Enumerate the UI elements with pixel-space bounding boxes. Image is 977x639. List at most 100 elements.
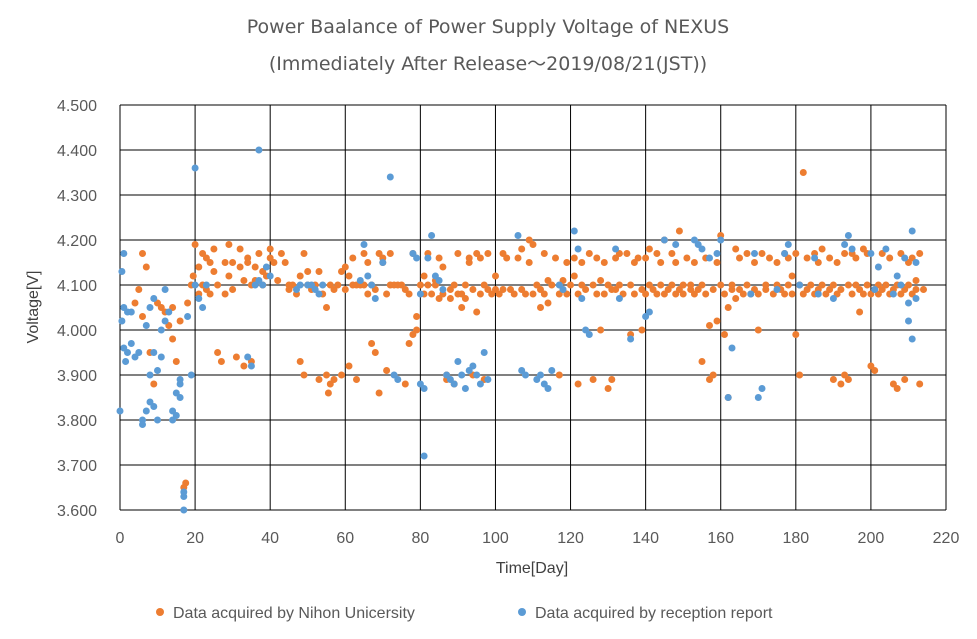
data-point bbox=[893, 272, 901, 280]
y-tick-label: 4.300 bbox=[57, 188, 97, 205]
data-point bbox=[416, 281, 424, 289]
data-point bbox=[225, 272, 233, 280]
data-point bbox=[679, 281, 687, 289]
data-point bbox=[236, 245, 244, 253]
x-tick-label: 120 bbox=[557, 530, 584, 547]
data-point bbox=[124, 349, 131, 356]
data-point bbox=[150, 295, 158, 302]
data-point bbox=[172, 412, 180, 419]
data-point bbox=[176, 394, 184, 401]
data-point bbox=[191, 281, 199, 289]
data-point bbox=[405, 340, 413, 347]
data-point bbox=[792, 250, 800, 257]
data-point bbox=[578, 259, 586, 266]
data-point bbox=[439, 286, 447, 293]
data-point bbox=[882, 281, 890, 289]
data-point bbox=[920, 286, 927, 293]
data-point bbox=[176, 376, 184, 383]
data-point bbox=[856, 308, 864, 316]
data-point bbox=[724, 304, 732, 311]
data-point bbox=[428, 290, 436, 298]
data-point bbox=[908, 335, 916, 343]
data-point bbox=[751, 250, 758, 257]
data-point bbox=[683, 254, 691, 262]
legend-marker-nihon bbox=[156, 608, 164, 616]
data-point bbox=[784, 281, 792, 289]
data-point bbox=[916, 380, 924, 388]
x-tick-label: 180 bbox=[782, 530, 809, 547]
data-point bbox=[514, 254, 522, 262]
data-point bbox=[244, 353, 252, 361]
data-point bbox=[330, 376, 338, 383]
data-point bbox=[829, 281, 837, 289]
data-point bbox=[698, 245, 706, 253]
data-point bbox=[247, 362, 255, 370]
data-point bbox=[240, 362, 248, 370]
data-point bbox=[150, 349, 158, 356]
data-point bbox=[567, 281, 574, 289]
data-point bbox=[788, 272, 796, 280]
legend-marker-reception bbox=[518, 608, 526, 616]
data-point bbox=[469, 362, 477, 370]
data-point bbox=[788, 290, 796, 298]
data-point bbox=[570, 227, 578, 235]
y-tick-label: 3.700 bbox=[57, 458, 97, 475]
data-point bbox=[503, 254, 511, 262]
y-tick-label: 3.600 bbox=[57, 503, 97, 520]
data-point bbox=[383, 367, 391, 374]
y-tick-label: 4.100 bbox=[57, 278, 97, 295]
data-point bbox=[668, 281, 676, 289]
data-point bbox=[653, 250, 661, 257]
data-point bbox=[593, 290, 601, 298]
data-point bbox=[544, 299, 552, 307]
data-point bbox=[386, 250, 394, 257]
data-point bbox=[356, 277, 364, 284]
data-point bbox=[386, 173, 394, 181]
data-point bbox=[251, 263, 259, 271]
data-point bbox=[195, 295, 203, 302]
data-point bbox=[180, 488, 188, 496]
data-point bbox=[537, 304, 544, 311]
data-point bbox=[627, 335, 635, 343]
data-point bbox=[135, 286, 143, 293]
x-tick-label: 160 bbox=[707, 530, 734, 547]
data-point bbox=[296, 272, 304, 280]
data-point bbox=[882, 245, 890, 253]
data-point bbox=[555, 371, 563, 379]
y-tick-label: 4.000 bbox=[57, 323, 97, 340]
data-point bbox=[150, 380, 158, 388]
data-point bbox=[476, 290, 484, 298]
x-tick-label: 20 bbox=[186, 530, 204, 547]
data-point bbox=[698, 358, 706, 365]
x-tick-label: 220 bbox=[933, 530, 960, 547]
data-point bbox=[189, 272, 197, 280]
data-point bbox=[199, 304, 207, 311]
data-point bbox=[169, 335, 177, 343]
data-point bbox=[540, 290, 548, 298]
data-point bbox=[139, 421, 146, 428]
data-point bbox=[232, 353, 240, 361]
data-point bbox=[214, 349, 222, 356]
data-point bbox=[837, 380, 845, 388]
data-point bbox=[420, 452, 428, 460]
data-point bbox=[244, 259, 252, 266]
data-point bbox=[792, 331, 800, 338]
data-point bbox=[841, 250, 849, 257]
data-point bbox=[559, 286, 567, 293]
data-point bbox=[698, 281, 706, 289]
data-point bbox=[142, 263, 150, 271]
data-point bbox=[210, 245, 218, 253]
data-point bbox=[450, 281, 458, 289]
data-point bbox=[672, 241, 680, 248]
data-point bbox=[574, 245, 582, 253]
data-point bbox=[206, 290, 214, 298]
data-point bbox=[660, 236, 668, 244]
data-point bbox=[368, 340, 376, 347]
data-point bbox=[473, 371, 481, 379]
data-point bbox=[690, 259, 698, 266]
data-point bbox=[435, 254, 443, 262]
data-point bbox=[480, 349, 488, 356]
data-point bbox=[747, 290, 755, 298]
data-point bbox=[383, 290, 391, 298]
data-point bbox=[706, 322, 713, 329]
